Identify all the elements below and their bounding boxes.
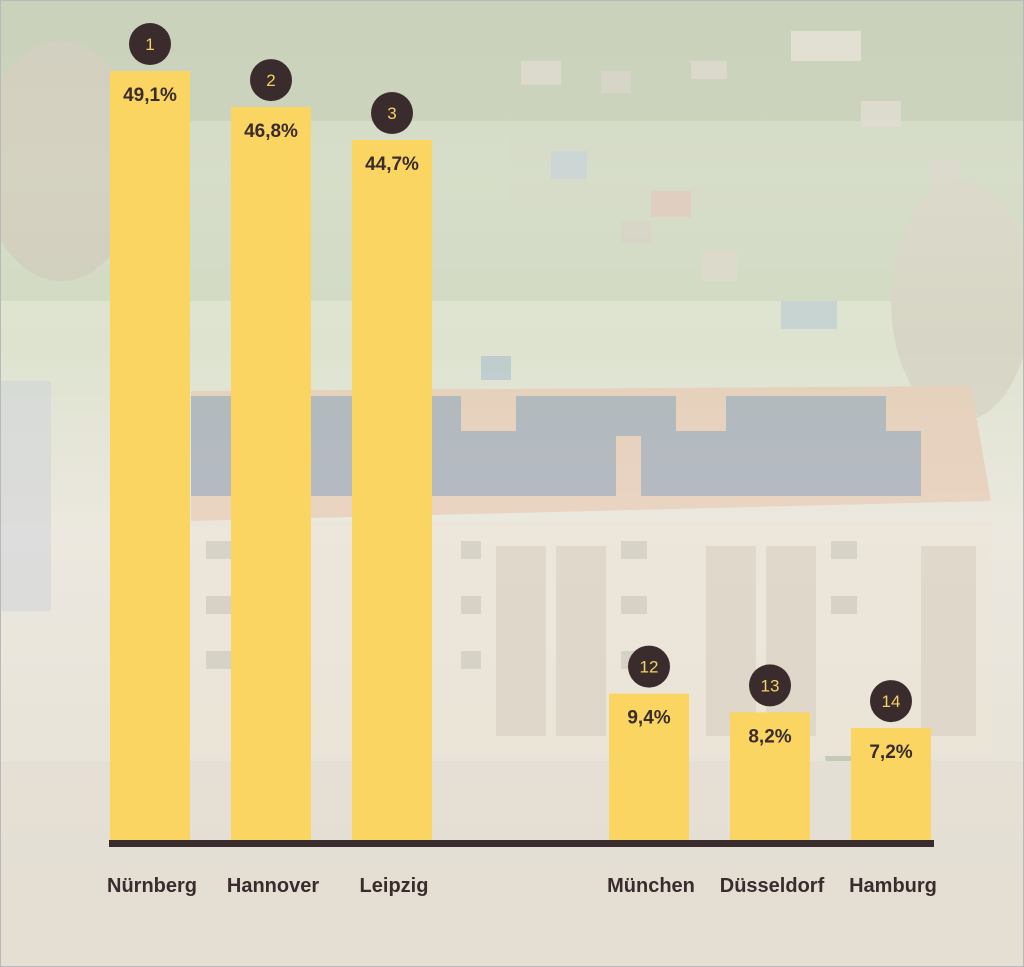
bar-4 [609,693,689,841]
category-label-4: München [607,875,695,897]
value-label-4: 9,4% [627,708,670,729]
bars-layer [110,71,931,842]
bar-2 [231,107,311,842]
bar-6 [851,728,931,841]
category-label-1: Nürnberg [107,875,197,897]
category-label-2: Hannover [227,875,319,897]
rank-label-3: 3 [387,104,396,123]
rank-badge-1 [129,23,171,65]
value-label-3: 44,7% [365,154,419,175]
bar-5 [730,712,810,841]
rank-label-5: 13 [761,676,780,695]
value-label-2: 46,8% [244,121,298,142]
rank-label-4: 12 [640,658,659,677]
category-label-5: Düsseldorf [720,875,825,897]
rank-badge-2 [250,59,292,102]
rank-label-6: 14 [882,692,901,711]
rank-badge-6 [870,680,912,723]
rank-badge-4 [628,645,670,688]
category-label-6: Hamburg [849,875,937,897]
rank-badge-5 [749,664,791,707]
value-label-6: 7,2% [869,742,912,763]
bar-3 [352,140,432,842]
category-label-3: Leipzig [360,875,429,897]
x-axis-line [109,840,934,847]
rank-label-1: 1 [145,35,154,54]
axis-layer [109,840,934,847]
rank-badge-3 [371,92,413,135]
value-label-5: 8,2% [748,726,791,747]
bar-1 [110,71,190,841]
rank-label-2: 2 [266,71,275,90]
value-label-1: 49,1% [123,85,177,106]
labels-layer: 49,1% 1 Nürnberg 46,8% 2 Hannover 44,7% 3 Leipzi… [107,23,937,897]
